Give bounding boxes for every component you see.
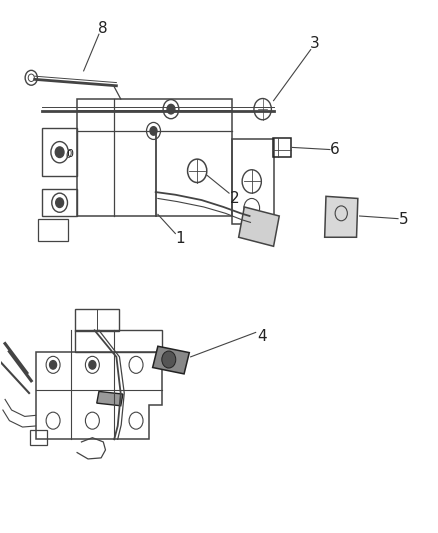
Text: 4: 4	[257, 329, 267, 344]
Circle shape	[162, 351, 176, 368]
Text: 8: 8	[99, 21, 108, 36]
Text: 6: 6	[330, 142, 339, 157]
Circle shape	[55, 147, 64, 158]
Circle shape	[254, 99, 272, 120]
Circle shape	[242, 169, 261, 193]
Circle shape	[56, 198, 64, 207]
Circle shape	[129, 357, 143, 373]
Circle shape	[167, 104, 175, 114]
Polygon shape	[97, 391, 123, 406]
Circle shape	[49, 361, 57, 369]
Circle shape	[51, 142, 68, 163]
Text: 2: 2	[230, 191, 239, 206]
Circle shape	[52, 193, 67, 212]
Text: 1: 1	[175, 231, 184, 246]
Circle shape	[89, 361, 96, 369]
Circle shape	[147, 123, 160, 140]
Text: 3: 3	[310, 36, 320, 51]
Circle shape	[46, 357, 60, 373]
Circle shape	[25, 70, 37, 85]
Circle shape	[85, 412, 99, 429]
Circle shape	[163, 100, 179, 119]
Text: 5: 5	[399, 212, 408, 227]
Polygon shape	[325, 196, 358, 237]
Polygon shape	[239, 207, 279, 246]
Circle shape	[129, 412, 143, 429]
Polygon shape	[152, 346, 189, 374]
Circle shape	[85, 357, 99, 373]
Circle shape	[150, 127, 157, 135]
Circle shape	[46, 412, 60, 429]
Text: 0: 0	[66, 149, 73, 159]
Circle shape	[187, 159, 207, 182]
Text: 0: 0	[66, 150, 72, 160]
